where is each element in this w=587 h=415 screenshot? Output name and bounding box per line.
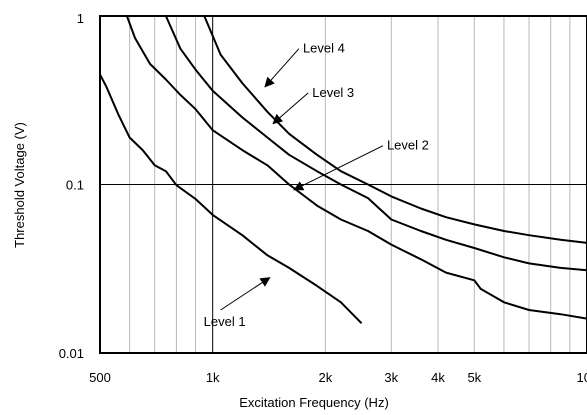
y-tick-label: 0.1 [66,178,84,193]
series-lines [99,15,587,325]
annotation-arrow [264,48,300,88]
series-line-level-4 [203,15,587,244]
annotation-label: Level 2 [387,138,429,153]
y-tick-label: 1 [77,11,84,26]
series-line-level-2 [125,15,587,320]
x-tick-label: 2k [318,370,332,385]
series-line-level-1 [99,73,363,325]
x-axis-label: Excitation Frequency (Hz) [239,395,389,410]
annotation-arrow [272,92,309,125]
x-tick-labels: 500 1k 2k 3k 4k 5k 10k [89,370,587,385]
annotation-arrow [293,145,384,191]
annotation-label: Level 1 [204,314,246,329]
x-tick-label: 500 [89,370,111,385]
series-line-level-3 [164,15,587,272]
x-tick-label: 3k [384,370,398,385]
x-tick-label: 5k [467,370,481,385]
plot-frame [99,15,587,354]
x-tick-label: 4k [431,370,445,385]
annotation-label: Level 4 [303,41,345,56]
y-tick-labels: 0.01 0.1 1 [59,11,84,361]
annotation-arrow [220,277,271,311]
x-tick-label: 1k [206,370,220,385]
x-tick-label: 10k [577,370,587,385]
y-axis-label: Threshold Voltage (V) [12,122,27,248]
annotation-label: Level 3 [312,85,354,100]
y-tick-label: 0.01 [59,346,84,361]
annotations: Level 4 Level 3 Level 2 Level 1 [204,41,429,329]
